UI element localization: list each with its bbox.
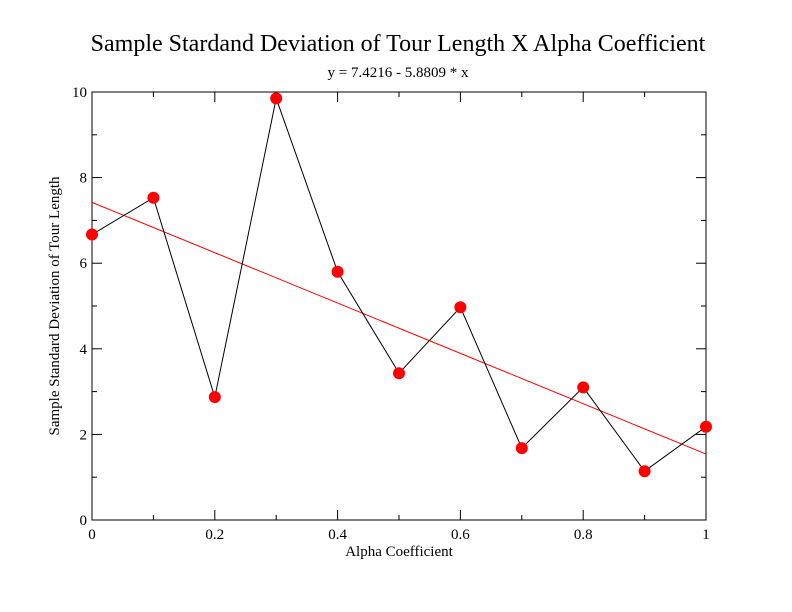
- x-tick-label: 1: [702, 527, 710, 543]
- data-point: [147, 191, 160, 204]
- y-tick-label: 0: [80, 513, 88, 529]
- y-tick-label: 8: [80, 171, 88, 187]
- data-point: [208, 391, 221, 404]
- plot-frame: [91, 91, 707, 521]
- data-point: [638, 465, 651, 478]
- y-tick-label: 4: [80, 342, 88, 358]
- data-point: [331, 265, 344, 278]
- data-point: [700, 420, 712, 433]
- x-tick-label: 0.8: [574, 527, 593, 543]
- series-line: [91, 96, 707, 472]
- data-point: [270, 92, 283, 105]
- y-axis-label: Sample Standard Deviation of Tour Length: [47, 176, 63, 436]
- y-tick-label: 6: [80, 256, 88, 272]
- y-tick-label: 10: [72, 85, 87, 101]
- x-tick-label: 0.4: [328, 527, 347, 543]
- x-axis-label: Alpha Coefficient: [345, 544, 453, 560]
- x-tick-label: 0.6: [451, 527, 470, 543]
- chart-subtitle: y = 7.4216 - 5.8809 * x: [328, 65, 469, 81]
- x-tick-label: 0.2: [205, 527, 224, 543]
- x-tick-label: 0: [88, 527, 96, 543]
- data-point: [393, 367, 405, 380]
- data-point: [454, 301, 467, 314]
- data-point: [86, 228, 98, 241]
- data-point: [515, 442, 528, 455]
- fit-line: [91, 201, 707, 455]
- y-tick-label: 2: [80, 427, 88, 443]
- chart-title: Sample Stardand Deviation of Tour Length…: [91, 31, 706, 57]
- data-point: [577, 381, 590, 394]
